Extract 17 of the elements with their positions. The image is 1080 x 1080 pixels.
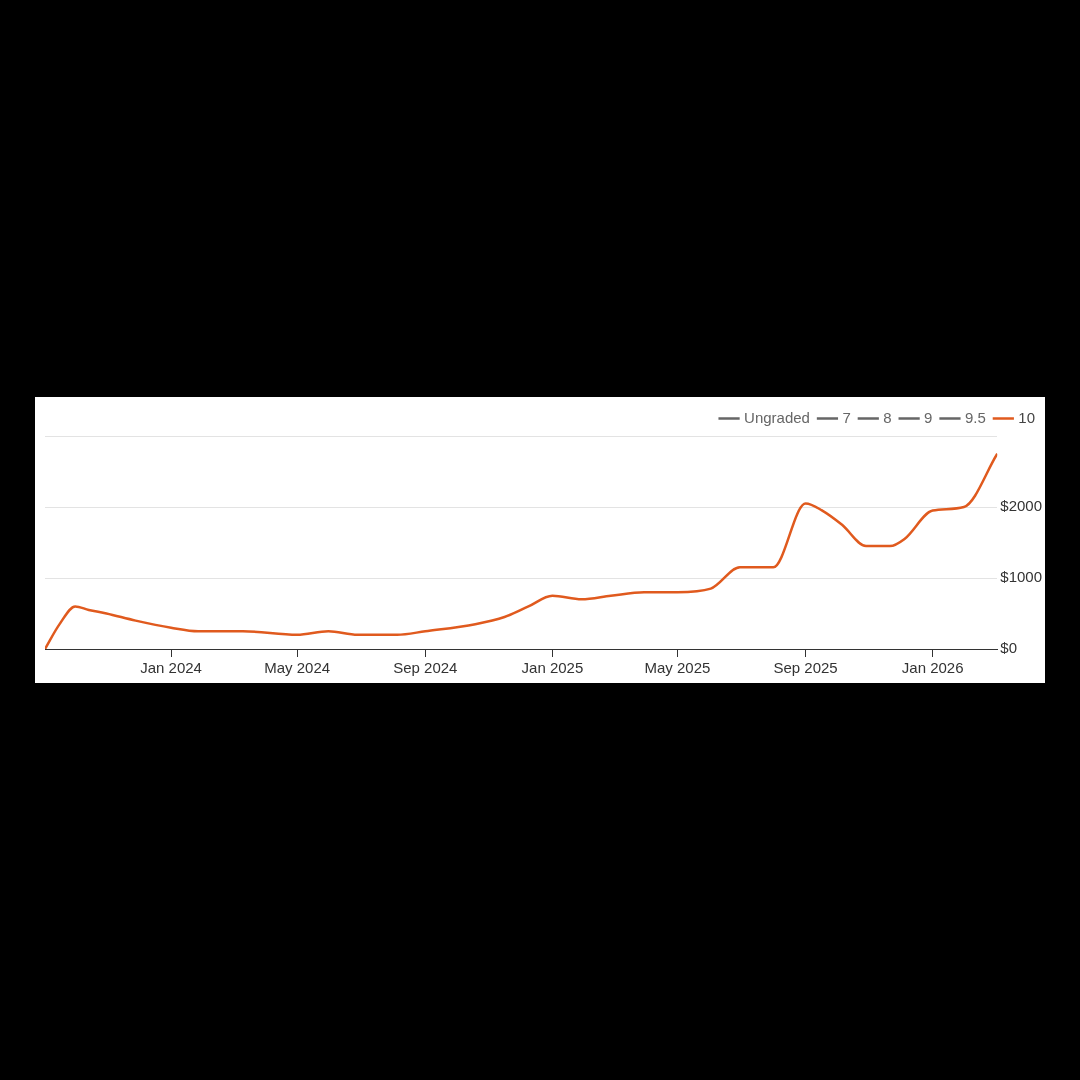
x-tick-label: May 2024 xyxy=(264,659,331,677)
x-tick-label: Sep 2024 xyxy=(393,659,458,677)
y-tick-label: $1000 xyxy=(1000,568,1043,586)
legend-label: Ungraded xyxy=(744,408,810,426)
x-tick-label: Jan 2026 xyxy=(901,659,964,677)
legend-label: 9.5 xyxy=(964,408,986,426)
x-tick-label: Jan 2024 xyxy=(140,659,202,677)
legend-label: 8 xyxy=(883,408,892,426)
x-tick-label: May 2025 xyxy=(644,659,711,677)
x-tick-label: Jan 2025 xyxy=(521,659,584,677)
y-tick-label: $0 xyxy=(1000,639,1017,657)
legend-label: 7 xyxy=(842,408,851,426)
legend-label: 10 xyxy=(1018,408,1035,426)
legend-label: 9 xyxy=(924,408,933,426)
line-series xyxy=(45,452,998,649)
y-tick-label: $2000 xyxy=(1000,497,1043,515)
x-tick-label: Sep 2025 xyxy=(773,659,838,677)
